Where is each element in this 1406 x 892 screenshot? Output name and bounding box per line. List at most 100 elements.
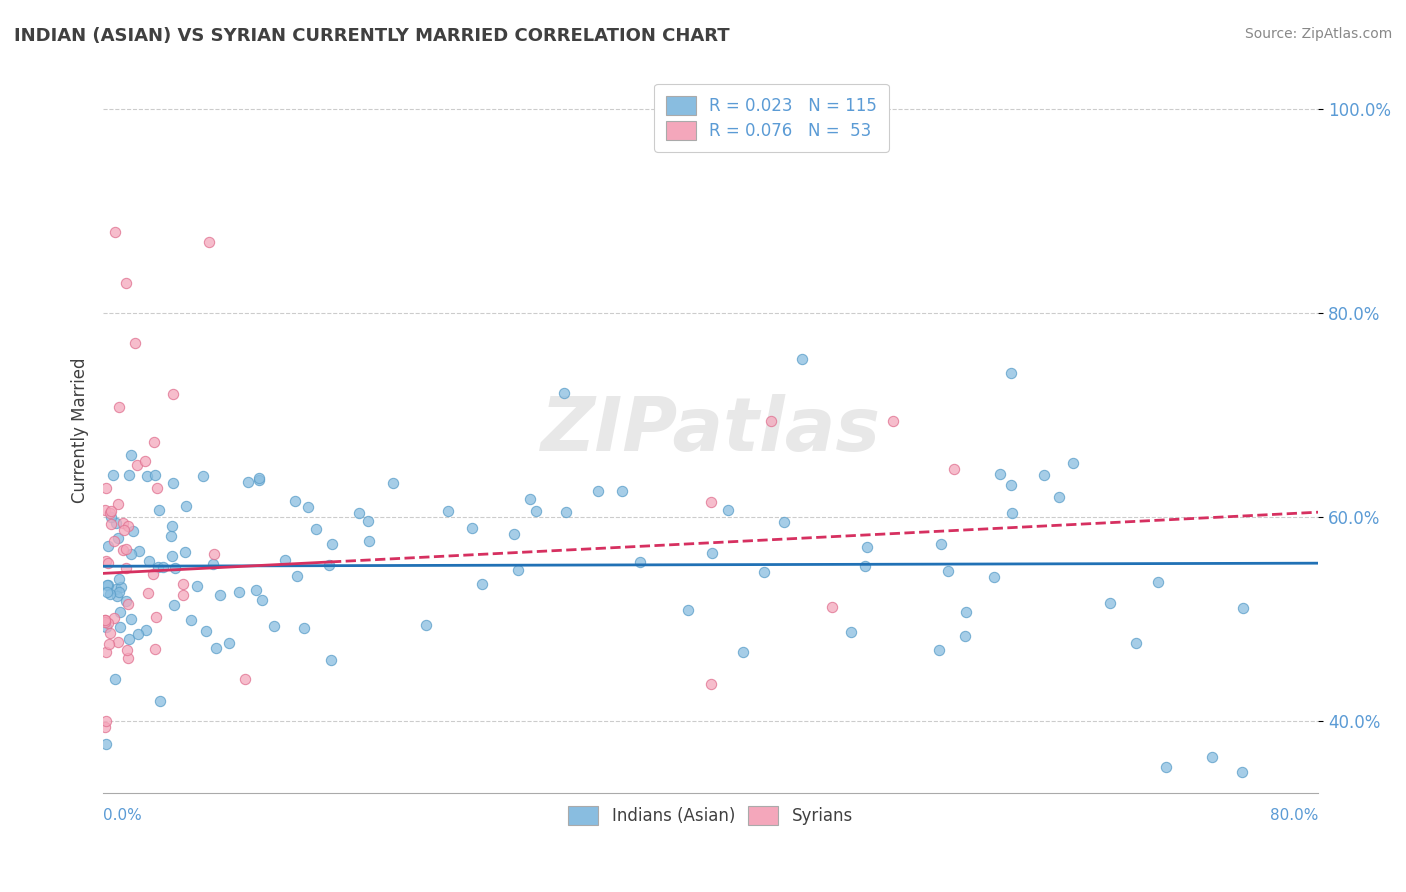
Point (128, 543, 150, 558)
Point (628, 555, 651, 569)
Point (305, 523, 328, 537)
Point (503, 526, 526, 541)
Point (208, 588, 231, 602)
Point (96, 578, 118, 592)
Point (610, 483, 633, 498)
Point (148, 502, 170, 516)
Point (143, 642, 166, 657)
Point (104, 225, 127, 239)
Point (108, 620, 131, 634)
Point (415, 617, 437, 632)
Point (699, 495, 721, 509)
Point (117, 519, 139, 533)
Point (716, 502, 738, 516)
Point (107, 572, 129, 586)
Point (198, 235, 221, 249)
Point (145, 610, 167, 624)
Point (96, 554, 118, 568)
Point (357, 514, 380, 528)
Point (318, 558, 340, 573)
Point (359, 534, 381, 549)
Point (100, 506, 122, 520)
Point (146, 560, 169, 574)
Point (115, 593, 138, 607)
Point (136, 468, 159, 483)
Text: 80.0%: 80.0% (1270, 808, 1319, 823)
Point (1000, 477, 1022, 491)
Point (233, 672, 256, 686)
Point (107, 497, 129, 511)
Point (96, 619, 118, 633)
Point (121, 448, 143, 462)
Point (553, 385, 575, 400)
Point (790, 352, 813, 367)
Point (284, 493, 307, 508)
Point (112, 523, 135, 537)
Point (100, 516, 122, 531)
Point (125, 458, 148, 472)
Point (174, 499, 197, 513)
Text: ZIPatlas: ZIPatlas (541, 394, 880, 467)
Point (292, 622, 315, 636)
Point (228, 585, 250, 599)
Point (143, 468, 166, 483)
Point (103, 533, 125, 548)
Point (111, 542, 134, 557)
Point (186, 579, 208, 593)
Point (97, 637, 120, 651)
Point (1156, 760, 1178, 774)
Point (202, 547, 225, 561)
Point (1000, 366, 1022, 380)
Point (160, 528, 183, 542)
Point (297, 500, 319, 514)
Point (118, 467, 141, 482)
Point (554, 505, 576, 519)
Y-axis label: Currently Married: Currently Married (72, 358, 89, 503)
Point (110, 580, 132, 594)
Point (93, 615, 115, 629)
Point (524, 503, 547, 517)
Point (107, 635, 129, 649)
Point (821, 599, 844, 614)
Point (96, 585, 118, 599)
Point (96, 714, 118, 729)
Point (201, 557, 224, 571)
Point (149, 694, 172, 708)
Point (163, 561, 186, 575)
Point (142, 567, 165, 582)
Point (97, 615, 120, 630)
Point (1232, 601, 1254, 615)
Point (437, 504, 460, 518)
Point (1098, 595, 1121, 609)
Point (180, 613, 202, 627)
Point (460, 521, 482, 535)
Point (143, 435, 166, 450)
Point (195, 624, 218, 638)
Point (839, 624, 862, 639)
Point (93, 720, 115, 734)
Point (942, 461, 965, 475)
Point (120, 547, 142, 561)
Point (145, 481, 167, 495)
Point (115, 642, 138, 657)
Point (163, 599, 186, 613)
Point (471, 577, 494, 591)
Point (855, 540, 877, 554)
Point (1201, 750, 1223, 764)
Point (218, 635, 240, 649)
Point (250, 592, 273, 607)
Point (107, 531, 129, 545)
Point (103, 672, 125, 686)
Point (120, 612, 142, 626)
Point (1062, 456, 1084, 470)
Point (761, 414, 783, 428)
Point (107, 585, 129, 599)
Point (1232, 765, 1254, 780)
Point (882, 414, 904, 428)
Point (519, 492, 541, 507)
Point (117, 651, 139, 665)
Point (117, 597, 139, 611)
Point (152, 559, 174, 574)
Point (936, 564, 959, 578)
Point (988, 467, 1011, 482)
